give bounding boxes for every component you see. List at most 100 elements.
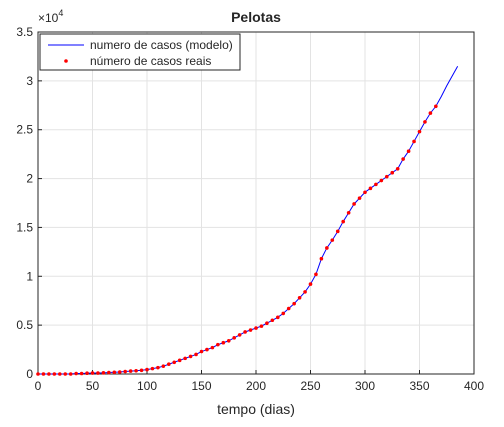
data-point	[216, 342, 220, 347]
data-point	[374, 182, 378, 187]
data-point	[276, 315, 280, 320]
chart-title: Pelotas	[231, 9, 281, 25]
x-tick-label: 250	[300, 379, 320, 393]
data-point	[68, 372, 73, 376]
y-tick-label: 3	[26, 74, 33, 88]
data-point	[385, 174, 389, 179]
data-point	[150, 366, 155, 371]
data-point	[85, 371, 89, 376]
data-point	[248, 328, 253, 332]
data-point	[319, 256, 324, 261]
plot-frame	[37, 31, 475, 375]
data-point	[36, 372, 40, 376]
data-point	[79, 371, 84, 376]
data-point	[107, 370, 111, 375]
x-tick-label: 400	[464, 379, 484, 393]
y-multiplier: ×104	[38, 8, 63, 25]
data-point	[123, 369, 127, 374]
y-tick-label: 3.5	[16, 25, 33, 39]
data-point	[390, 170, 395, 175]
data-point	[188, 354, 193, 359]
data-point	[90, 371, 95, 375]
data-point	[368, 186, 373, 191]
data-point	[270, 318, 275, 323]
x-tick-label: 100	[137, 379, 157, 393]
data-point	[314, 272, 318, 277]
data-point	[117, 370, 122, 374]
data-point	[134, 368, 138, 373]
data-point	[205, 347, 209, 352]
data-point	[428, 111, 433, 115]
data-point	[199, 349, 204, 354]
data-point	[156, 365, 160, 370]
data-point	[330, 238, 335, 242]
data-point	[167, 362, 171, 367]
multiplier-base: ×10	[38, 11, 59, 25]
data-point	[58, 372, 62, 376]
y-tick-label: 1	[26, 269, 33, 283]
data-point	[128, 369, 133, 373]
multiplier-power: 4	[58, 8, 63, 18]
y-tick-label: 0.5	[16, 318, 33, 332]
data-point	[325, 246, 329, 250]
data-point	[237, 333, 242, 337]
data-point	[139, 368, 144, 373]
data-point	[434, 104, 438, 109]
legend-label: numero de casos (modelo)	[90, 38, 233, 52]
data-point	[357, 196, 362, 200]
data-point	[335, 229, 340, 234]
data-point	[96, 371, 100, 375]
legend-label: número de casos reais	[90, 54, 211, 68]
x-axis-label: tempo (dias)	[217, 401, 295, 417]
legend-swatch	[64, 59, 68, 63]
data-point	[341, 219, 346, 224]
data-point	[259, 324, 264, 328]
data-point	[395, 167, 400, 171]
data-point	[379, 178, 384, 183]
x-tick-label: 50	[86, 379, 100, 393]
data-point	[346, 210, 351, 215]
data-point	[401, 157, 405, 161]
y-tick-label: 1.5	[16, 220, 33, 234]
data-point	[74, 371, 78, 376]
data-point	[177, 358, 182, 363]
data-point	[412, 139, 416, 144]
data-point	[52, 372, 57, 376]
x-tick-label: 300	[355, 379, 375, 393]
data-point	[363, 190, 367, 195]
data-point	[47, 372, 51, 376]
data-point	[145, 367, 149, 372]
data-point	[406, 149, 411, 154]
data-point	[210, 345, 215, 350]
data-point	[41, 372, 46, 376]
data-point	[265, 321, 269, 325]
data-point	[161, 364, 166, 368]
data-point	[101, 371, 106, 375]
x-tick-label: 150	[191, 379, 211, 393]
data-point	[303, 290, 307, 294]
y-tick-label: 2	[26, 172, 33, 186]
data-point	[254, 326, 258, 330]
data-point	[243, 330, 247, 334]
data-point	[292, 301, 296, 306]
y-tick-label: 2.5	[16, 123, 33, 137]
x-tick-label: 0	[35, 379, 42, 393]
data-point	[417, 129, 422, 134]
data-point	[112, 370, 117, 375]
data-point	[183, 356, 187, 361]
data-point	[221, 340, 226, 345]
data-point	[194, 352, 198, 357]
y-tick-label: 0	[26, 367, 33, 381]
data-point	[297, 295, 302, 300]
data-point	[232, 336, 236, 340]
data-point	[286, 306, 291, 311]
data-point	[63, 372, 68, 376]
data-point	[172, 360, 177, 365]
data-point	[308, 282, 313, 286]
data-point	[226, 338, 231, 343]
data-point	[352, 202, 356, 206]
x-tick-label: 200	[246, 379, 266, 393]
data-point	[423, 120, 427, 124]
legend-box	[39, 33, 241, 71]
